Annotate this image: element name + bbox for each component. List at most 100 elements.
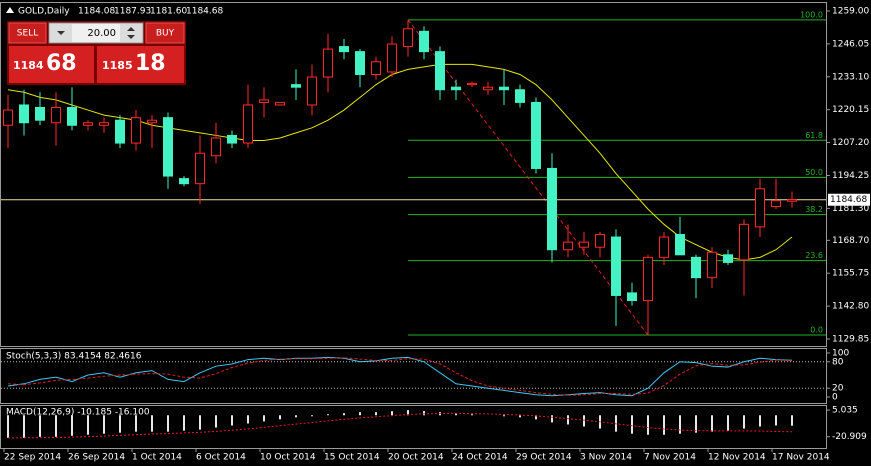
x-tick-label: 26 Sep 2014 [68,453,125,463]
x-tick-label: 15 Oct 2014 [324,453,380,463]
sell-price-box[interactable] [9,46,94,83]
buy-price-small[interactable]: 1185 [102,59,133,72]
lots-spinner[interactable] [120,24,142,42]
stoch-line [7,357,793,396]
y-tick-label: 80 [832,357,844,367]
bid-label-box [828,193,870,206]
header-value: 1184.08 [78,7,115,17]
main-panel-frame [0,2,827,347]
x-tick-label: 24 Oct 2014 [452,453,508,463]
lots-value[interactable]: 20.00 [87,28,116,39]
candle-body [147,119,157,124]
candle-body [403,28,413,48]
candle-body [643,256,653,302]
bid-label: 1184.68 [830,195,867,205]
candle-body [595,233,605,248]
candle-body [739,223,749,261]
candle-body [131,117,141,144]
y-tick-label: 1129.85 [832,334,869,344]
fib-label: 0.0 [810,326,823,335]
macd-title: MACD(12,26,9) -10.185 -16.100 [6,408,150,418]
candle-body [83,122,93,126]
x-tick-label: 7 Nov 2014 [644,453,696,463]
candle-body [19,104,29,124]
dropdown-arrow [57,31,65,35]
fib-trendline [407,19,649,336]
candle-body [435,51,445,91]
sell-price-small[interactable]: 1184 [13,59,44,72]
candle-body [451,86,461,91]
sell-price-big[interactable]: 68 [46,51,77,76]
stoch-line [7,356,793,397]
stoch-panel-frame [0,348,827,404]
y-tick-label: 5.035 [832,406,858,416]
buy-price-box[interactable] [97,46,184,83]
spin-down[interactable] [127,35,135,39]
trade-panel: SELL 20.00 BUY 1184 68 1185 18 [7,21,186,85]
candle-body [531,101,541,169]
candle-body [371,61,381,75]
sell-button[interactable] [8,22,47,44]
header-value: 1184.68 [186,7,223,17]
candle-body [419,30,429,53]
plot-layer: 1259.00 1246.05 1233.10 1220.15 1207.20 1194.… [1,6,870,463]
candle-body [627,292,637,302]
macd-panel-frame [0,405,827,449]
candle-body [323,48,333,78]
candle-body [547,167,557,251]
y-tick-label: 100 [832,348,849,358]
candle-body [195,152,205,185]
candle-body [211,137,221,157]
y-tick-label: 1220.15 [832,105,869,115]
y-tick-label: 1142.80 [832,302,869,312]
candle-body [163,117,173,177]
candle-body [755,188,765,228]
candle-body [99,122,109,126]
candle-body [691,256,701,279]
stoch-title: Stoch(5,3,3) 83.4154 82.4616 [6,352,142,362]
candle-body [467,82,477,86]
y-tick-label: 1246.05 [832,39,869,49]
candle-body [259,99,269,103]
candle-body [115,119,125,144]
x-tick-label: 10 Oct 2014 [260,453,316,463]
candle-body [307,76,317,106]
fib-label: 100.0 [800,10,823,19]
y-tick-label: 1194.25 [832,171,869,181]
x-tick-label: 29 Oct 2014 [516,453,572,463]
chart-title: GOLD,Daily [18,7,70,17]
candle-body [723,254,733,263]
lots-field[interactable] [48,22,144,44]
candle-body [771,200,781,208]
candle-body [243,104,253,144]
candle-body [659,236,669,258]
candle-body [787,199,797,202]
candle-body [579,241,589,248]
candle-body [563,241,573,251]
y-tick-label: 1233.10 [832,72,869,82]
buy-label[interactable]: BUY [156,29,175,39]
candle-body [227,134,237,144]
y-tick-label: 1259.00 [832,6,869,16]
fib-label: 50.0 [805,168,823,177]
fib-label: 61.8 [805,131,823,140]
sell-label[interactable]: SELL [17,29,38,39]
candle-body [387,43,397,73]
x-tick-label: 17 Nov 2014 [772,453,830,463]
candle-body [67,107,77,126]
candle-body [611,236,621,296]
candle-body [675,233,685,256]
spin-up[interactable] [127,27,135,31]
y-tick-label: 1181.30 [832,204,869,214]
candle-body [35,107,45,121]
y-tick-label: 0 [832,393,838,403]
collapse-icon[interactable] [6,7,14,13]
x-tick-label: 20 Oct 2014 [388,453,444,463]
y-tick-label: 1168.70 [832,236,869,246]
x-tick-label: 22 Sep 2014 [4,453,61,463]
buy-price-big[interactable]: 18 [135,51,166,76]
x-tick-label: 3 Nov 2014 [580,453,632,463]
buy-button[interactable] [145,22,185,44]
candle-body [179,178,189,185]
